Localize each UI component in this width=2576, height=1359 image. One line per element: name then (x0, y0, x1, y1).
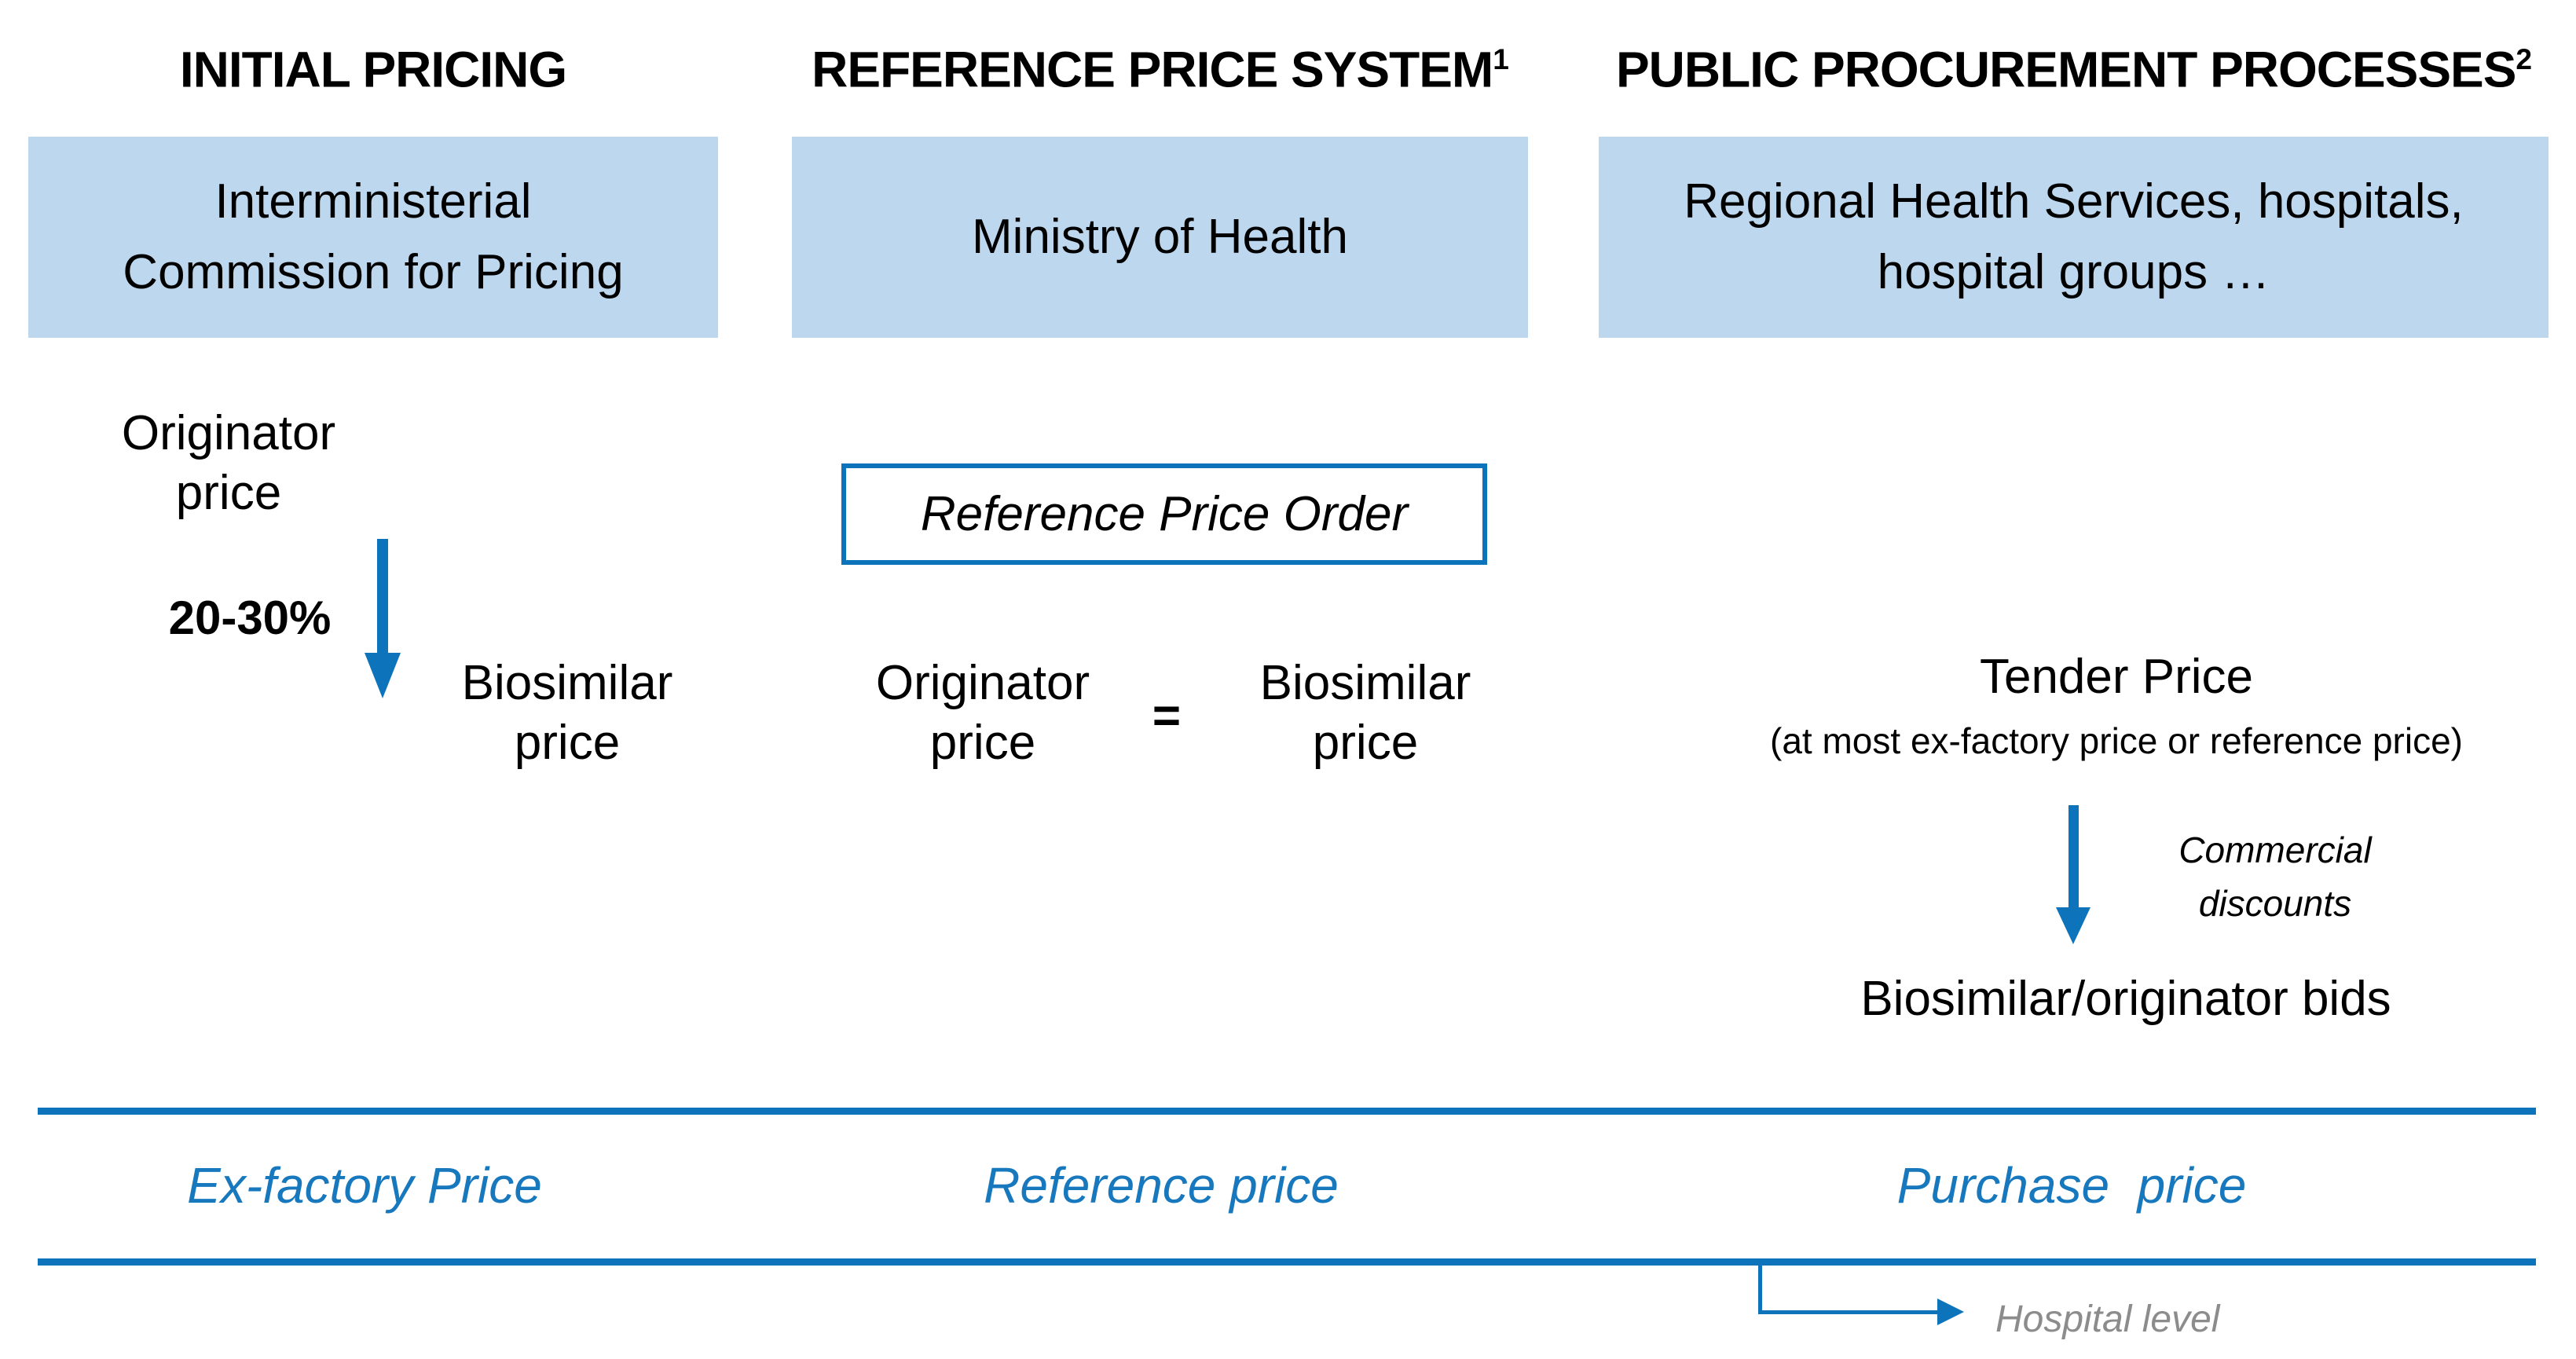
box-text-line: Interministerial (214, 174, 532, 229)
hospital-level-label: Hospital level (1995, 1299, 2220, 1340)
box-text-line: Ministry of Health (972, 210, 1348, 264)
institution-box-interministerial-commission: Interministerial Commission for Pricing (28, 137, 718, 338)
label-line: price (929, 716, 1036, 770)
arrow-shaft (377, 539, 388, 653)
label-line: Commercial (2178, 830, 2372, 870)
header-text: REFERENCE PRICE SYSTEM (812, 41, 1493, 98)
discount-range-label: 20-30% (168, 592, 332, 644)
institution-box-regional-health-services: Regional Health Services, hospitals, hos… (1599, 137, 2549, 338)
tender-price-title: Tender Price (1979, 650, 2254, 704)
box-text-line: Regional Health Services, hospitals, (1684, 174, 2464, 229)
arrow-shaft (2068, 805, 2079, 907)
header-text: INITIAL PRICING (179, 41, 567, 98)
right-arrow-head-icon (1937, 1299, 1964, 1325)
biosimilar-originator-bids-label: Biosimilar/originator bids (1860, 972, 2391, 1026)
elbow-arrow-line (1758, 1310, 1937, 1314)
down-arrow-icon (2056, 805, 2090, 944)
originator-price-label: Originator price (786, 654, 1179, 773)
label-line: Originator (121, 406, 336, 460)
equals-sign: = (1152, 689, 1182, 743)
label-line: price (1312, 716, 1419, 770)
header-text: PUBLIC PROCUREMENT PROCESSES (1615, 41, 2516, 98)
ex-factory-price-label: Ex-factory Price (187, 1157, 542, 1214)
price-band-top-line (38, 1108, 2536, 1115)
down-arrow-icon (365, 539, 401, 698)
tender-price-subtitle: (at most ex-factory price or reference p… (1770, 720, 2463, 761)
label-line: Biosimilar (461, 656, 673, 710)
originator-price-label: Originator price (28, 404, 429, 523)
column-header-public-procurement: PUBLIC PROCUREMENT PROCESSES2 (1599, 22, 2549, 98)
box-text-line: Commission for Pricing (123, 245, 624, 299)
biosimilar-price-label: Biosimilar price (1169, 654, 1562, 773)
label-line: price (514, 716, 621, 770)
column-header-initial-pricing: INITIAL PRICING (28, 22, 718, 98)
label-line: Biosimilar (1259, 656, 1471, 710)
reference-price-order-label: Reference Price Order (920, 487, 1409, 541)
header-superscript: 2 (2516, 42, 2532, 75)
box-text-line: hospital groups … (1877, 245, 2270, 299)
price-band-bottom-line (38, 1258, 2536, 1266)
label-line: Originator (875, 656, 1090, 710)
header-superscript: 1 (1493, 42, 1509, 75)
reference-price-label: Reference price (984, 1157, 1339, 1214)
column-header-reference-price-system: REFERENCE PRICE SYSTEM1 (792, 22, 1528, 98)
biosimilar-price-label: Biosimilar price (371, 654, 764, 773)
label-line: discounts (2198, 883, 2352, 924)
purchase-price-label: Purchase price (1896, 1157, 2247, 1214)
commercial-discounts-label: Commercial discounts (2118, 823, 2432, 930)
institution-box-ministry-of-health: Ministry of Health (792, 137, 1528, 338)
reference-price-order-box: Reference Price Order (841, 463, 1487, 565)
elbow-arrow-icon (1758, 1266, 1762, 1314)
label-line: price (175, 466, 282, 520)
arrow-head (2056, 907, 2090, 944)
arrow-head (365, 653, 401, 698)
